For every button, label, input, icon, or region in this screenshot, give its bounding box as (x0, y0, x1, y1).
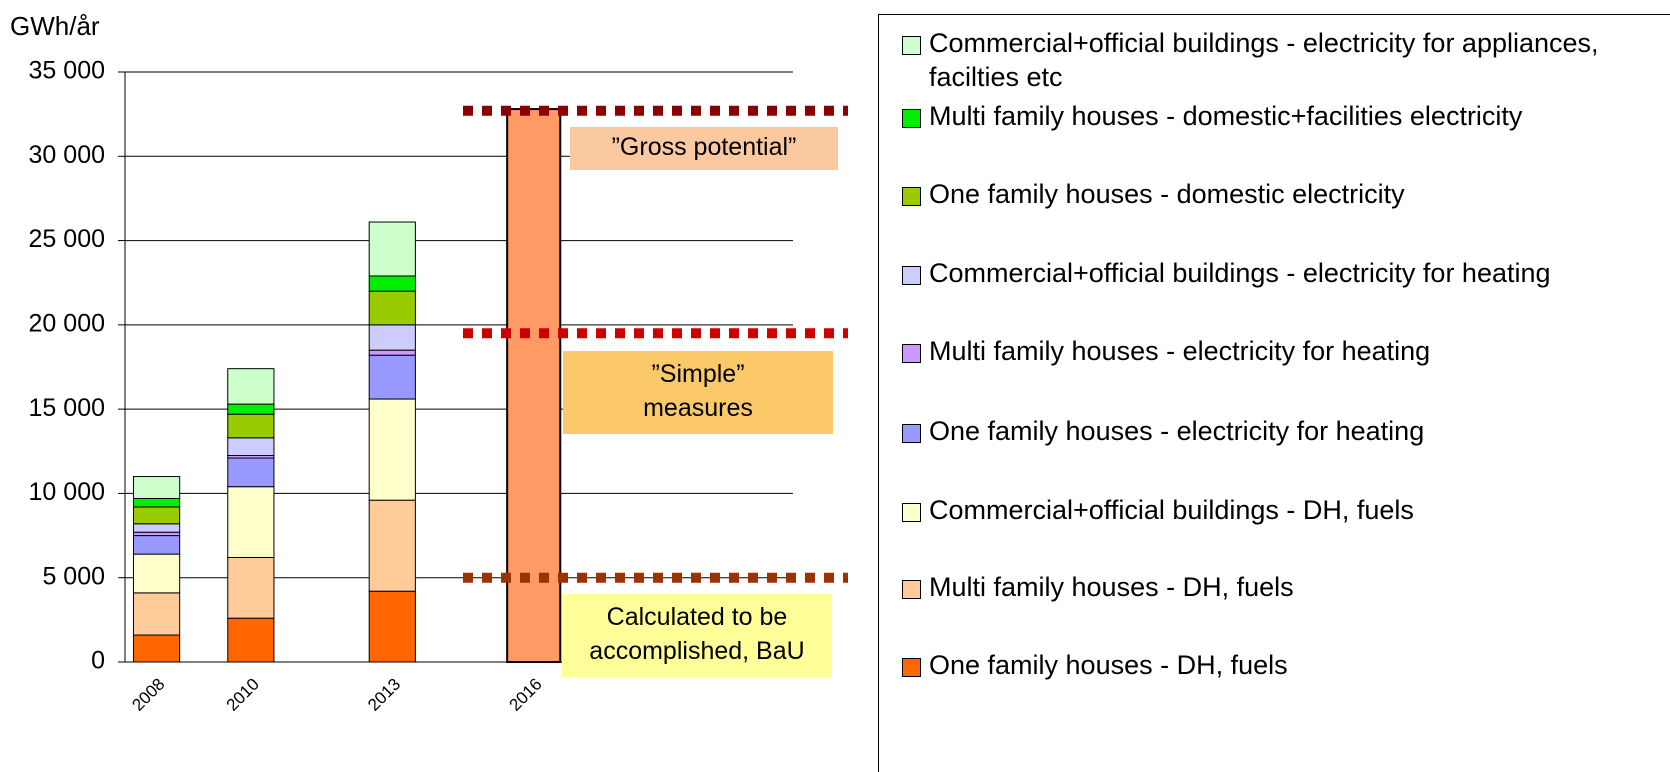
bar-segment (368, 590, 416, 663)
legend-label: One family houses - electricity for heat… (929, 416, 1425, 446)
bar-segment (227, 413, 275, 439)
legend-entry: Commercial+official buildings - DH, fuel… (899, 493, 1669, 527)
x-tick-label: 2013 (364, 675, 404, 715)
legend-label: One family houses - domestic electricity (929, 179, 1405, 209)
annotation-text: ”Simple” (651, 360, 744, 388)
y-tick-label: 30 000 (29, 141, 105, 169)
bar-segment (227, 486, 275, 558)
bar-segment (368, 324, 416, 351)
annotation-text: ”Gross potential” (612, 133, 797, 161)
bar-segment (227, 403, 275, 415)
bar-segment (368, 275, 416, 292)
legend-entry: One family houses - domestic electricity (899, 177, 1669, 211)
bar-segment (227, 617, 275, 663)
bar-segment (227, 368, 275, 405)
legend-swatch (902, 503, 921, 522)
y-tick-label: 15 000 (29, 394, 105, 422)
legend-entry: Commercial+official buildings - electric… (899, 26, 1669, 94)
y-tick-label: 35 000 (29, 57, 105, 85)
legend-swatch (902, 109, 921, 128)
bar-segment (132, 531, 181, 537)
annotation-box (562, 594, 832, 677)
bar-segment (368, 354, 416, 400)
legend-label: Commercial+official buildings - electric… (929, 28, 1599, 92)
bar-segment (368, 499, 416, 592)
legend-swatch (902, 36, 921, 55)
bar-segment (368, 398, 416, 501)
legend-swatch (902, 424, 921, 443)
bar-segment (132, 476, 181, 499)
y-axis-label: GWh/år (10, 11, 100, 41)
annotation-text: Calculated to be (607, 603, 788, 631)
annotation-box (563, 351, 833, 434)
bar-segment (227, 556, 275, 619)
legend-swatch (902, 658, 921, 677)
bar-segment (368, 349, 416, 356)
bar-segment (132, 506, 181, 525)
legend-label: Commercial+official buildings - DH, fuel… (929, 495, 1414, 525)
potential-bar (506, 108, 562, 664)
bar-segment (132, 535, 181, 555)
legend-entry: Commercial+official buildings - electric… (899, 256, 1669, 290)
legend-swatch (902, 580, 921, 599)
legend-entry: One family houses - electricity for heat… (899, 414, 1669, 448)
y-tick-label: 10 000 (29, 478, 105, 506)
bar-segment (132, 553, 181, 594)
bar-segment (132, 523, 181, 533)
annotation-text: measures (643, 394, 753, 422)
bar-segment (227, 437, 275, 456)
bar-segment (132, 592, 181, 636)
legend-label: Multi family houses - domestic+facilitie… (929, 101, 1523, 131)
legend-swatch (902, 187, 921, 206)
bar-segment (368, 290, 416, 326)
annotation-text: accomplished, BaU (589, 637, 804, 665)
legend-entry: One family houses - DH, fuels (899, 648, 1669, 682)
y-tick-label: 25 000 (29, 225, 105, 253)
y-tick-label: 20 000 (29, 309, 105, 337)
y-tick-label: 5 000 (42, 562, 105, 590)
legend-label: Multi family houses - DH, fuels (929, 572, 1294, 602)
bar-segment (132, 497, 181, 508)
x-tick-label: 2010 (223, 675, 263, 715)
y-tick-label: 0 (91, 647, 105, 675)
legend: Commercial+official buildings - electric… (878, 14, 1670, 772)
legend-entry: Multi family houses - electricity for he… (899, 334, 1669, 368)
legend-swatch (902, 344, 921, 363)
bar-segment (368, 221, 416, 277)
bar-segment (227, 457, 275, 488)
annotation-box (570, 127, 838, 170)
legend-entry: Multi family houses - domestic+facilitie… (899, 99, 1669, 133)
legend-entry: Multi family houses - DH, fuels (899, 570, 1669, 604)
legend-label: One family houses - DH, fuels (929, 650, 1288, 680)
x-tick-label: 2016 (506, 675, 546, 715)
legend-swatch (902, 266, 921, 285)
legend-label: Multi family houses - electricity for he… (929, 336, 1431, 366)
legend-label: Commercial+official buildings - electric… (929, 258, 1551, 288)
x-tick-label: 2008 (128, 675, 168, 715)
bar-segment (132, 634, 181, 663)
